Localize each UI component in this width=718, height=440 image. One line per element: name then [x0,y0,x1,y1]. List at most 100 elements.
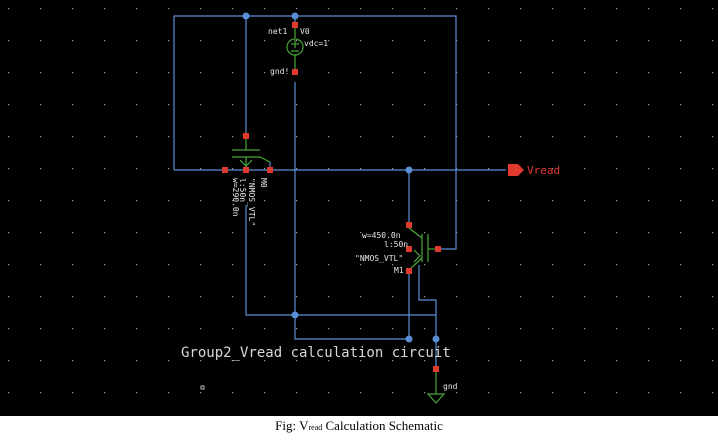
grid-dot [456,328,458,330]
grid-dot [136,360,138,362]
grid-dot [424,232,426,234]
grid-dot [520,360,522,362]
grid-dot [456,392,458,394]
grid-dot [296,360,298,362]
grid-dot [232,360,234,362]
grid-dot [328,232,330,234]
grid-dot [136,296,138,298]
grid-dot [200,264,202,266]
grid-dot [232,200,234,202]
grid-dot [296,392,298,394]
grid-dot [584,264,586,266]
grid-dot [264,72,266,74]
grid-dot [616,328,618,330]
ground-symbol [426,372,446,404]
grid-dot [680,8,682,10]
grid-dot [40,104,42,106]
grid-dot [456,8,458,10]
grid-dot [520,72,522,74]
grid-dot [648,168,650,170]
grid-dot [648,264,650,266]
grid-dot [552,360,554,362]
grid-dot [72,360,74,362]
m0-model-label: "NMOS_VTL" [247,178,256,226]
grid-dot [136,136,138,138]
grid-dot [296,136,298,138]
grid-dot [712,104,714,106]
grid-dot [648,360,650,362]
grid-dot [104,392,106,394]
grid-dot [520,104,522,106]
grid-dot [104,168,106,170]
grid-dot [232,136,234,138]
grid-dot [136,168,138,170]
grid-dot [360,104,362,106]
grid-dot [648,136,650,138]
grid-dot [424,136,426,138]
grid-dot [328,296,330,298]
grid-dot [616,296,618,298]
grid-dots [8,8,714,394]
grid-dot [456,360,458,362]
grid-dot [360,264,362,266]
grid-dot [488,168,490,170]
grid-dot [392,72,394,74]
grid-dot [200,232,202,234]
grid-dot [648,8,650,10]
grid-dot [712,8,714,10]
grid-dot [136,392,138,394]
grid-dot [360,392,362,394]
grid-dot [40,40,42,42]
grid-dot [200,72,202,74]
grid-dot [360,136,362,138]
grid-dot [200,360,202,362]
grid-dot [264,264,266,266]
grid-dot [392,264,394,266]
grid-dot [72,168,74,170]
grid-dot [584,200,586,202]
grid-dot [8,264,10,266]
grid-dot [552,392,554,394]
grid-dot [456,264,458,266]
grid-dot [488,328,490,330]
grid-dot [296,8,298,10]
grid-dot [8,136,10,138]
grid-dot [8,200,10,202]
grid-dot [712,136,714,138]
grid-dot [104,8,106,10]
terminal [292,69,298,75]
grid-dot [552,296,554,298]
grid-dot [328,8,330,10]
terminal [433,366,439,372]
m1-instance-label: M1 [394,266,404,275]
grid-dot [552,232,554,234]
m1-symbol[interactable] [408,227,438,271]
terminal [222,167,228,173]
grid-dot [72,136,74,138]
junction-dot [291,311,299,319]
grid-dot [680,392,682,394]
grid-dot [264,136,266,138]
grid-dot [8,232,10,234]
grid-dot [424,392,426,394]
grid-dot [360,328,362,330]
grid-dot [392,296,394,298]
grid-dot [104,264,106,266]
grid-dot [360,360,362,362]
vread-pin-icon[interactable] [508,164,524,176]
grid-dot [296,200,298,202]
m0-symbol[interactable] [232,138,271,172]
gnd-label: gnd [443,382,458,391]
grid-dot [552,40,554,42]
grid-dot [296,104,298,106]
grid-dot [680,168,682,170]
grid-dot [680,200,682,202]
grid-dot [328,136,330,138]
m1-width-label: w=450.0n [362,231,401,240]
grid-dot [72,40,74,42]
grid-dot [72,392,74,394]
grid-dot [712,296,714,298]
grid-dot [488,296,490,298]
grid-dot [40,8,42,10]
vdc-param-label: vdc=1 [304,39,328,48]
